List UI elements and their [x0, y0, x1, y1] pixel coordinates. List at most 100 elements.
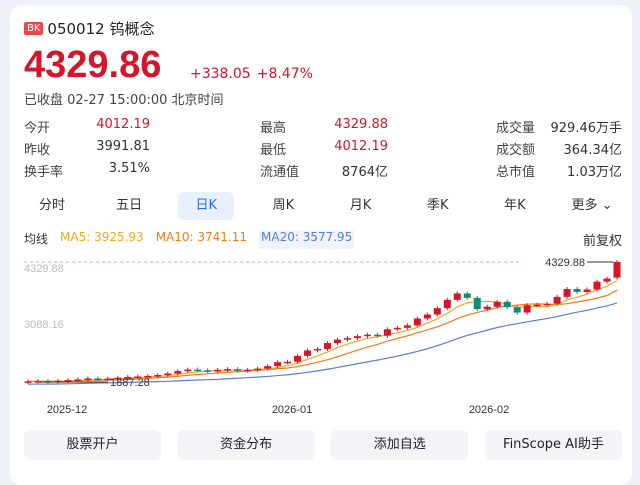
- stat-label: 最低: [260, 143, 287, 158]
- ma10-value: MA10: 3741.11: [155, 230, 248, 244]
- stat-value: 364.34亿: [563, 143, 623, 158]
- tab-more[interactable]: 更多 ⌄: [564, 192, 620, 220]
- ma20-line: [27, 302, 618, 385]
- current-price: 4329.86: [24, 44, 162, 86]
- candle: [533, 304, 541, 307]
- candle: [323, 343, 331, 349]
- x-tick-label: 2026-02: [469, 404, 509, 416]
- change-amount: +338.05: [190, 66, 251, 82]
- candle: [603, 278, 611, 282]
- fund-distribution-button[interactable]: 资金分布: [177, 430, 315, 460]
- candle: [613, 262, 621, 278]
- candle: [473, 297, 481, 310]
- candle: [164, 373, 172, 376]
- stat-label: 昨收: [24, 143, 51, 158]
- tab-yearly-k[interactable]: 年K: [504, 198, 526, 213]
- action-bar: 股票开户 资金分布 添加自选 FinScope AI助手: [24, 430, 622, 460]
- high-marker-bg: [521, 256, 587, 268]
- candle: [343, 338, 351, 340]
- candle: [314, 348, 322, 351]
- y-label-top: 4329.88: [24, 263, 64, 275]
- stat-label: 今开: [24, 121, 51, 136]
- candle: [523, 305, 531, 313]
- candle: [583, 289, 591, 292]
- stat-label: 成交额: [496, 143, 536, 158]
- ma5-value: MA5: 3925.93: [60, 230, 144, 244]
- candle: [453, 293, 461, 300]
- candle: [264, 366, 272, 369]
- stock-code: 050012: [47, 19, 105, 38]
- high-marker-label: 4329.88: [545, 257, 585, 269]
- candle: [403, 325, 411, 328]
- stock-header: BK 050012 钨概念: [24, 18, 154, 39]
- candle: [433, 308, 441, 315]
- y-label-mid: 3088.16: [24, 319, 64, 331]
- stat-label: 总市值: [496, 165, 536, 180]
- ai-assistant-button[interactable]: FinScope AI助手: [484, 430, 622, 460]
- tab-intraday[interactable]: 分时: [38, 198, 65, 213]
- candle: [383, 329, 391, 336]
- tab-monthly-k[interactable]: 月K: [349, 198, 372, 213]
- candle: [304, 350, 312, 356]
- candle: [224, 369, 232, 371]
- ma-label: 均线: [24, 232, 49, 246]
- candle: [254, 368, 262, 371]
- candle: [104, 378, 112, 381]
- price-change: +338.05 +8.47%: [190, 66, 319, 82]
- candle: [294, 355, 302, 362]
- tab-5day[interactable]: 五日: [116, 198, 143, 213]
- candle: [443, 299, 451, 309]
- candle: [493, 301, 501, 307]
- add-watchlist-button[interactable]: 添加自选: [331, 430, 469, 460]
- tab-weekly-k[interactable]: 周K: [272, 198, 295, 213]
- candle: [34, 381, 42, 383]
- candle: [373, 334, 381, 337]
- candle: [24, 381, 32, 383]
- candle: [573, 289, 581, 292]
- candle: [204, 370, 212, 372]
- stat-value: 4012.19: [334, 139, 388, 154]
- candle: [114, 377, 122, 380]
- candle: [363, 334, 371, 337]
- candle: [64, 380, 72, 382]
- x-tick-label: 2025-12: [47, 404, 87, 416]
- candle: [234, 369, 242, 371]
- candle: [134, 376, 142, 378]
- candle: [463, 293, 471, 298]
- candle: [503, 301, 511, 308]
- stat-value: 8764亿: [341, 165, 388, 180]
- candle: [333, 339, 341, 344]
- board-badge: BK: [24, 22, 44, 35]
- stat-value: 3.51%: [108, 161, 150, 176]
- tab-daily-k[interactable]: 日K: [178, 192, 235, 220]
- market-status: 已收盘 02-27 15:00:00 北京时间: [24, 93, 224, 108]
- tab-quarterly-k[interactable]: 季K: [426, 198, 449, 213]
- candle: [423, 314, 431, 319]
- candle: [413, 318, 421, 326]
- ma10-line: [27, 289, 618, 382]
- kline-chart[interactable]: 4329.88 3088.16 4329.88 1887.28 2025-12 2026-…: [0, 250, 640, 420]
- candle: [174, 371, 182, 374]
- stat-value: 3991.81: [96, 139, 150, 154]
- x-tick-label: 2026-01: [272, 404, 312, 416]
- candle: [154, 374, 162, 377]
- candle: [184, 369, 192, 372]
- candle: [244, 369, 252, 372]
- candle: [563, 289, 571, 297]
- ma5-line: [27, 280, 618, 382]
- candle: [483, 306, 491, 310]
- candle: [274, 362, 282, 367]
- stat-label: 换手率: [24, 165, 64, 180]
- stat-value: 4012.19: [96, 117, 150, 132]
- adjust-button[interactable]: 前复权: [582, 234, 622, 249]
- candle: [353, 336, 361, 339]
- stat-value: 929.46万手: [550, 121, 623, 136]
- candle: [94, 378, 102, 380]
- stat-value: 1.03万亿: [567, 165, 622, 180]
- open-account-button[interactable]: 股票开户: [24, 430, 161, 460]
- candle: [124, 376, 132, 379]
- stat-value: 4329.88: [334, 117, 388, 132]
- candle: [393, 327, 401, 330]
- candle: [144, 375, 152, 378]
- candle: [553, 296, 561, 304]
